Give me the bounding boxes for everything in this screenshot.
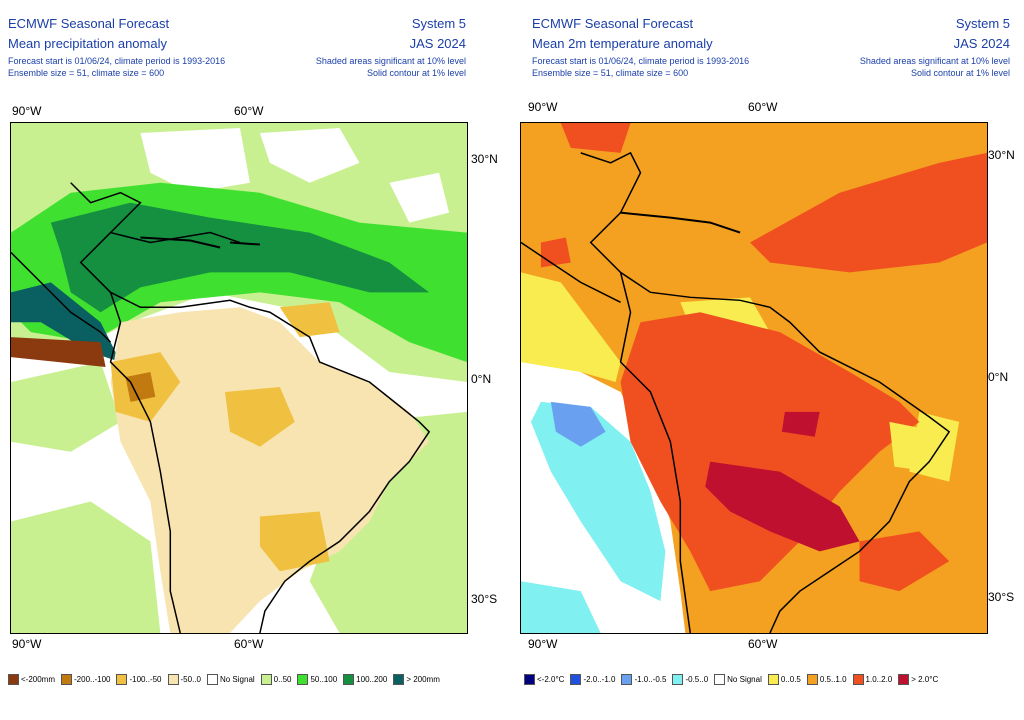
legend-item: 0..0.5 — [767, 673, 801, 685]
contour-note: Solid contour at 1% level — [910, 68, 1010, 78]
legend-item: No Signal — [206, 673, 255, 685]
legend-label: -1.0..-0.5 — [634, 674, 667, 684]
panel-title: ECMWF Seasonal Forecast — [532, 16, 694, 31]
forecast-info: Forecast start is 01/06/24, climate peri… — [8, 56, 226, 66]
precipitation-panel: ECMWF Seasonal Forecast Mean precipitati… — [8, 16, 498, 686]
lat-label-30s: 30°S — [471, 592, 498, 606]
significance-note: Shaded areas significant at 10% level — [315, 56, 466, 66]
legend-item: > 2.0°C — [898, 673, 939, 685]
legend-swatch — [621, 673, 633, 685]
legend-label: 0..0.5 — [780, 674, 801, 684]
legend-swatch — [806, 673, 818, 685]
legend-swatch — [297, 673, 309, 685]
legend-swatch — [898, 673, 910, 685]
legend-label: -0.5..0 — [685, 674, 709, 684]
legend-label: -100..-50 — [129, 674, 162, 684]
lon-label-bottom-60w: 60°W — [748, 637, 778, 651]
precipitation-map-graphic — [11, 123, 467, 633]
legend-label: -50..0 — [180, 674, 201, 684]
legend-label: > 200mm — [406, 674, 440, 684]
legend-item: -200..-100 — [61, 673, 111, 685]
legend-item: -0.5..0 — [672, 673, 709, 685]
lat-label-30n: 30°N — [988, 148, 1015, 162]
legend-label: No Signal — [727, 674, 762, 684]
lon-label-bottom-90w: 90°W — [528, 637, 558, 651]
legend-item: -100..-50 — [116, 673, 162, 685]
precipitation-map — [10, 122, 468, 634]
legend-swatch — [61, 673, 73, 685]
legend-item: 50..100 — [297, 673, 338, 685]
legend-label: -200..-100 — [74, 674, 111, 684]
legend-swatch — [260, 673, 272, 685]
system-label: System 5 — [411, 16, 466, 31]
lon-label-bottom-60w: 60°W — [234, 637, 264, 651]
panel-subtitle: Mean 2m temperature anomaly — [532, 36, 713, 51]
legend-swatch — [714, 673, 726, 685]
legend-label: > 2.0°C — [911, 674, 939, 684]
temperature-legend: <-2.0°C -2.0..-1.0 -1.0..-0.5 -0.5..0 No… — [524, 672, 944, 686]
legend-label: 50..100 — [310, 674, 338, 684]
legend-swatch — [8, 673, 19, 685]
panel-subtitle: Mean precipitation anomaly — [8, 36, 167, 51]
significance-note: Shaded areas significant at 10% level — [859, 56, 1010, 66]
lat-label-0n: 0°N — [471, 372, 492, 386]
lon-label-bottom-90w: 90°W — [12, 637, 42, 651]
lat-label-30s: 30°S — [988, 590, 1015, 604]
legend-item: <-200mm — [8, 673, 56, 685]
season-label: JAS 2024 — [409, 36, 466, 51]
legend-item: 0.5..1.0 — [806, 673, 847, 685]
lon-label-top-60w: 60°W — [748, 100, 778, 114]
legend-swatch — [852, 673, 864, 685]
lon-label-top-90w: 90°W — [12, 104, 42, 118]
legend-item: 1.0..2.0 — [852, 673, 893, 685]
legend-label: 0..50 — [273, 674, 292, 684]
ensemble-info: Ensemble size = 51, climate size = 600 — [8, 68, 165, 78]
panel-title: ECMWF Seasonal Forecast — [8, 16, 170, 31]
legend-swatch — [206, 673, 218, 685]
season-label: JAS 2024 — [953, 36, 1010, 51]
legend-item: -2.0..-1.0 — [570, 673, 616, 685]
legend-swatch — [116, 673, 128, 685]
legend-swatch — [167, 673, 179, 685]
precipitation-legend: <-200mm -200..-100 -100..-50 -50..0 No S… — [8, 672, 446, 686]
legend-item: No Signal — [714, 673, 762, 685]
contour-note: Solid contour at 1% level — [366, 68, 466, 78]
legend-item: -1.0..-0.5 — [621, 673, 667, 685]
legend-item: -50..0 — [167, 673, 201, 685]
lon-label-top-60w: 60°W — [234, 104, 264, 118]
legend-item: <-2.0°C — [524, 673, 565, 685]
legend-item: > 200mm — [393, 673, 440, 685]
legend-label: No Signal — [219, 674, 255, 684]
temperature-map — [520, 122, 988, 634]
legend-item: 0..50 — [260, 673, 292, 685]
legend-item: 100..200 — [343, 673, 388, 685]
legend-swatch — [672, 673, 684, 685]
lon-label-top-90w: 90°W — [528, 100, 558, 114]
lat-label-30n: 30°N — [471, 152, 498, 166]
legend-label: 0.5..1.0 — [819, 674, 847, 684]
legend-label: <-200mm — [21, 674, 56, 684]
legend-swatch — [570, 673, 582, 685]
lat-label-0n: 0°N — [988, 370, 1009, 384]
forecast-info: Forecast start is 01/06/24, climate peri… — [532, 56, 750, 66]
legend-label: 1.0..2.0 — [865, 674, 893, 684]
temperature-map-graphic — [521, 123, 987, 633]
legend-label: <-2.0°C — [537, 674, 565, 684]
legend-swatch — [524, 673, 535, 685]
temperature-panel: ECMWF Seasonal Forecast Mean 2m temperat… — [520, 0, 1024, 720]
legend-label: -2.0..-1.0 — [583, 674, 616, 684]
legend-swatch — [393, 673, 405, 685]
legend-swatch — [343, 673, 355, 685]
legend-label: 100..200 — [356, 674, 388, 684]
system-label: System 5 — [955, 16, 1010, 31]
legend-swatch — [767, 673, 779, 685]
ensemble-info: Ensemble size = 51, climate size = 600 — [532, 68, 689, 78]
